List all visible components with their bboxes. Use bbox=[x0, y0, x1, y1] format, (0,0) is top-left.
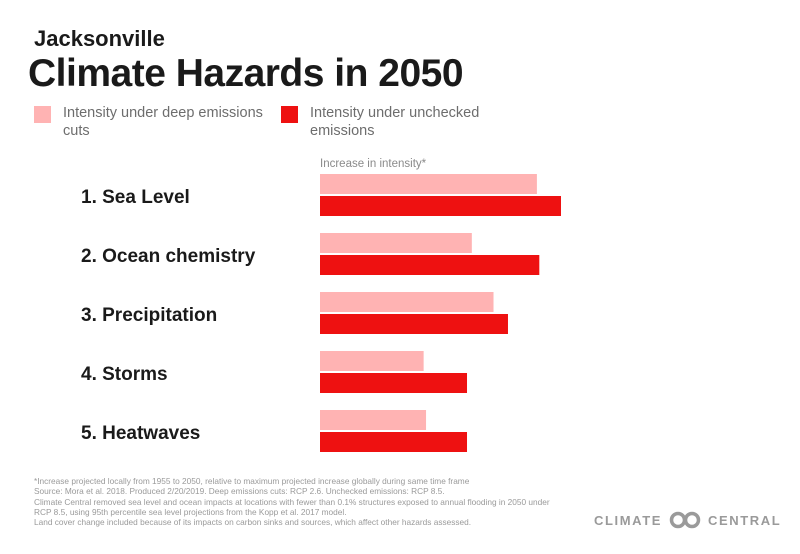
legend-item-unchecked: Intensity under unchecked emissions bbox=[281, 104, 510, 140]
category-label: 4. Storms bbox=[81, 364, 168, 385]
category-label: 1. Sea Level bbox=[81, 187, 190, 208]
bar-unchecked bbox=[320, 314, 508, 334]
axis-label: Increase in intensity* bbox=[320, 158, 427, 170]
bars-group: 1. Sea Level 2. Ocean chemistry 3. Precipi… bbox=[81, 174, 561, 452]
bar-deep-cuts bbox=[320, 410, 427, 430]
footnote: *Increase projected locally from 1955 to… bbox=[34, 476, 554, 527]
chart-title: Climate Hazards in 2050 bbox=[28, 52, 464, 95]
climate-central-logo: CLIMATE CENTRAL bbox=[594, 511, 781, 529]
bar-unchecked bbox=[320, 196, 561, 216]
legend-label-unchecked: Intensity under unchecked emissions bbox=[310, 105, 480, 139]
bar-unchecked bbox=[320, 432, 468, 452]
legend-item-deep-cuts: Intensity under deep emissions cuts bbox=[34, 104, 263, 140]
bar-deep-cuts bbox=[320, 174, 537, 194]
bar-deep-cuts bbox=[320, 351, 424, 371]
footnote-line: *Increase projected locally from 1955 to… bbox=[34, 476, 470, 486]
logo-text-left: CLIMATE bbox=[594, 512, 663, 528]
linked-circles-icon bbox=[669, 511, 701, 529]
footnote-line: Source: Mora et al. 2018. Produced 2/20/… bbox=[34, 486, 445, 497]
bar-deep-cuts bbox=[320, 233, 472, 253]
chart-subtitle: Jacksonville bbox=[34, 26, 165, 51]
category-label: 3. Precipitation bbox=[81, 305, 217, 326]
legend-label-deep-cuts: Intensity under deep emissions cuts bbox=[63, 105, 263, 139]
footnote-line: Land cover change included because of it… bbox=[34, 517, 472, 528]
category-label: 5. Heatwaves bbox=[81, 423, 200, 444]
bar-unchecked bbox=[320, 255, 540, 275]
bar-deep-cuts bbox=[320, 292, 494, 312]
bar-chart: Increase in intensity* 1. Sea Level 2. Oc… bbox=[81, 158, 561, 452]
category-label: 2. Ocean chemistry bbox=[81, 246, 256, 267]
legend-swatch-unchecked bbox=[281, 106, 298, 123]
legend-swatch-deep-cuts bbox=[34, 106, 51, 123]
bar-unchecked bbox=[320, 373, 468, 393]
logo-text-right: CENTRAL bbox=[708, 512, 782, 528]
footnote-line: Climate Central removed sea level and oc… bbox=[34, 496, 550, 517]
